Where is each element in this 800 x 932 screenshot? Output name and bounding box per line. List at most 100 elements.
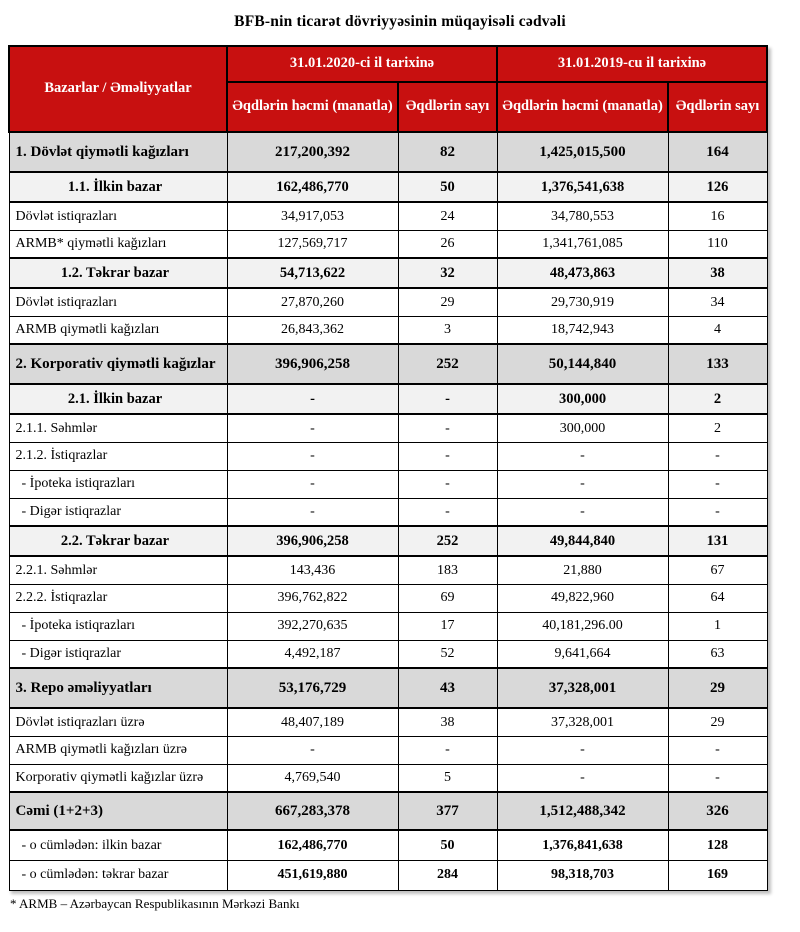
volume-2019-cell: 1,341,761,085	[496, 229, 669, 259]
row-label-cell: 2.2. Təkrar bazar	[8, 525, 228, 557]
count-2020-cell: 29	[397, 287, 498, 317]
count-2020-cell: 50	[397, 171, 498, 203]
volume-2020-cell: 217,200,392	[226, 131, 399, 173]
volume-2020-cell: 53,176,729	[226, 667, 399, 709]
header-volume-2020: Əqdlərin həcmi (manatla)	[226, 81, 399, 133]
count-2019-cell: 110	[667, 229, 768, 259]
count-2019-cell: 64	[667, 583, 768, 613]
volume-2020-cell: 48,407,189	[226, 707, 399, 737]
row-label-cell: 1.2. Təkrar bazar	[8, 257, 228, 289]
page-title: BFB-nin ticarət dövriyyəsinin müqayisəli…	[234, 13, 566, 30]
count-2020-cell: -	[397, 497, 498, 527]
row-label-cell: 2.1.1. Səhmlər	[8, 413, 228, 443]
volume-2019-cell: 48,473,863	[496, 257, 669, 289]
volume-2019-cell: 37,328,001	[496, 707, 669, 737]
volume-2019-cell: 21,880	[496, 555, 669, 585]
count-2020-cell: 50	[397, 829, 498, 861]
comparison-table: Bazarlar / Əməliyyatlar 31.01.2020-ci il…	[8, 45, 769, 891]
row-label-cell: 2.2.1. Səhmlər	[8, 555, 228, 585]
volume-2019-cell: -	[496, 497, 669, 527]
table-row: ARMB* qiymətli kağızları 127,569,717 26 1,3…	[8, 229, 768, 259]
volume-2019-cell: 9,641,664	[496, 639, 669, 669]
row-label-cell: - o cümlədən: təkrar bazar	[8, 859, 228, 891]
count-2020-cell: 24	[397, 201, 498, 231]
volume-2020-cell: -	[226, 497, 399, 527]
header-volume-2019: Əqdlərin həcmi (manatla)	[496, 81, 670, 133]
volume-2020-cell: 396,762,822	[226, 583, 399, 613]
volume-2020-cell: 451,619,880	[226, 859, 399, 891]
table-row: ARMB qiymətli kağızları 26,843,362 3 18,742…	[8, 315, 768, 345]
volume-2019-cell: 49,844,840	[496, 525, 669, 557]
count-2019-cell: 34	[667, 287, 768, 317]
count-2019-cell: 326	[667, 791, 768, 831]
volume-2019-cell: 1,425,015,500	[496, 131, 669, 173]
volume-2020-cell: 396,906,258	[226, 525, 399, 557]
count-2020-cell: 32	[397, 257, 498, 289]
count-2020-cell: 377	[397, 791, 498, 831]
count-2019-cell: 16	[667, 201, 768, 231]
count-2020-cell: 82	[397, 131, 498, 173]
table-row: - Digər istiqrazlar - - - -	[8, 497, 768, 527]
volume-2020-cell: 4,492,187	[226, 639, 399, 669]
table-row: Dövlət istiqrazları üzrə 48,407,189 38 37,3…	[8, 707, 768, 737]
header-count-2020: Əqdlərin sayı	[396, 81, 499, 133]
row-label-cell: ARMB* qiymətli kağızları	[8, 229, 228, 259]
table-row: Dövlət istiqrazları 27,870,260 29 29,730,91…	[8, 287, 768, 317]
count-2020-cell: 26	[397, 229, 498, 259]
count-2019-cell: 63	[667, 639, 768, 669]
table-row: - o cümlədən: təkrar bazar 451,619,880 284…	[8, 859, 768, 891]
count-2019-cell: 169	[667, 859, 768, 891]
count-2019-cell: -	[667, 469, 768, 499]
count-2019-cell: 128	[667, 829, 768, 861]
volume-2020-cell: 396,906,258	[226, 343, 399, 385]
table-row: - o cümlədən: ilkin bazar 162,486,770 50 1,…	[8, 829, 768, 861]
footnote: * ARMB – Azərbaycan Respublikasının Mərk…	[10, 895, 300, 911]
volume-2019-cell: 37,328,001	[496, 667, 669, 709]
volume-2019-cell: -	[496, 735, 669, 765]
volume-2019-cell: -	[496, 763, 669, 793]
count-2020-cell: -	[397, 383, 498, 415]
row-label-cell: - İpoteka istiqrazları	[8, 611, 228, 641]
volume-2019-cell: 300,000	[496, 413, 669, 443]
count-2019-cell: 164	[667, 131, 768, 173]
count-2019-cell: -	[667, 763, 768, 793]
volume-2019-cell: 1,512,488,342	[496, 791, 669, 831]
count-2019-cell: 2	[667, 413, 768, 443]
count-2019-cell: 67	[667, 555, 768, 585]
volume-2019-cell: 29,730,919	[496, 287, 669, 317]
table-row: - Digər istiqrazlar 4,492,187 52 9,641,664 6…	[8, 639, 768, 669]
table-row: ARMB qiymətli kağızları üzrə - - - -	[8, 735, 768, 765]
table-row: Dövlət istiqrazları 34,917,053 24 34,780,55…	[8, 201, 768, 231]
row-label-cell: 2.1.2. İstiqrazlar	[8, 441, 228, 471]
table-row: - İpoteka istiqrazları - - - -	[8, 469, 768, 499]
count-2020-cell: 43	[397, 667, 498, 709]
count-2020-cell: -	[397, 469, 498, 499]
table-header: Bazarlar / Əməliyyatlar 31.01.2020-ci il…	[8, 45, 769, 133]
count-2019-cell: -	[667, 735, 768, 765]
volume-2019-cell: 34,780,553	[496, 201, 669, 231]
volume-2019-cell: 1,376,541,638	[496, 171, 669, 203]
count-2019-cell: 126	[667, 171, 768, 203]
row-label-cell: - Digər istiqrazlar	[8, 639, 228, 669]
volume-2020-cell: 34,917,053	[226, 201, 399, 231]
volume-2020-cell: 162,486,770	[226, 829, 399, 861]
row-label-cell: 1.1. İlkin bazar	[8, 171, 228, 203]
count-2020-cell: -	[397, 735, 498, 765]
volume-2020-cell: 27,870,260	[226, 287, 399, 317]
count-2019-cell: 131	[667, 525, 768, 557]
count-2020-cell: 252	[397, 343, 498, 385]
row-label-cell: 3. Repo əməliyyatları	[8, 667, 228, 709]
volume-2020-cell: 667,283,378	[226, 791, 399, 831]
table-body: 1. Dövlət qiymətli kağızları 217,200,392 8…	[8, 131, 768, 891]
volume-2020-cell: 54,713,622	[226, 257, 399, 289]
table-row: 1.2. Təkrar bazar 54,713,622 32 48,473,863 3…	[8, 257, 768, 289]
table-row: 2.1.1. Səhmlər - -300,000 2	[8, 413, 768, 443]
header-row-groups: Bazarlar / Əməliyyatlar 31.01.2020-ci il…	[8, 45, 769, 133]
table-row: Korporativ qiymətli kağızlar üzrə 4,769,5…	[8, 763, 768, 793]
row-label-cell: ARMB qiymətli kağızları üzrə	[8, 735, 228, 765]
header-markets-operations: Bazarlar / Əməliyyatlar	[8, 45, 228, 133]
row-label-cell: 2.2.2. İstiqrazlar	[8, 583, 228, 613]
count-2020-cell: -	[397, 441, 498, 471]
volume-2020-cell: 143,436	[226, 555, 399, 585]
